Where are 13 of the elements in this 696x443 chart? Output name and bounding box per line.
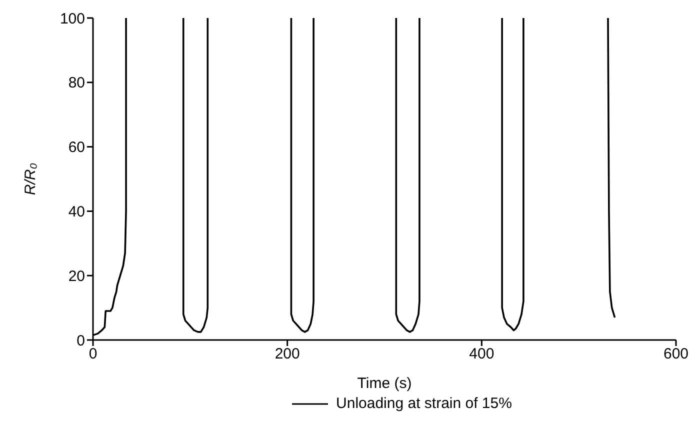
y-tick-label: 40 [68, 204, 85, 221]
x-tick-label: 200 [274, 346, 300, 363]
y-axis-title: R/R₀ [22, 162, 39, 196]
y-tick-label: 60 [68, 139, 85, 156]
x-axis-title: Time (s) [357, 375, 412, 392]
y-tick-label: 20 [68, 268, 85, 285]
legend-label: Unloading at strain of 15% [336, 395, 512, 412]
x-tick-label: 600 [663, 346, 689, 363]
y-tick-label: 80 [68, 74, 85, 92]
x-tick-label: 0 [88, 346, 98, 363]
y-tick-label: 0 [76, 332, 85, 350]
y-tick-label: 100 [60, 10, 85, 28]
x-tick-label: 400 [469, 346, 494, 363]
